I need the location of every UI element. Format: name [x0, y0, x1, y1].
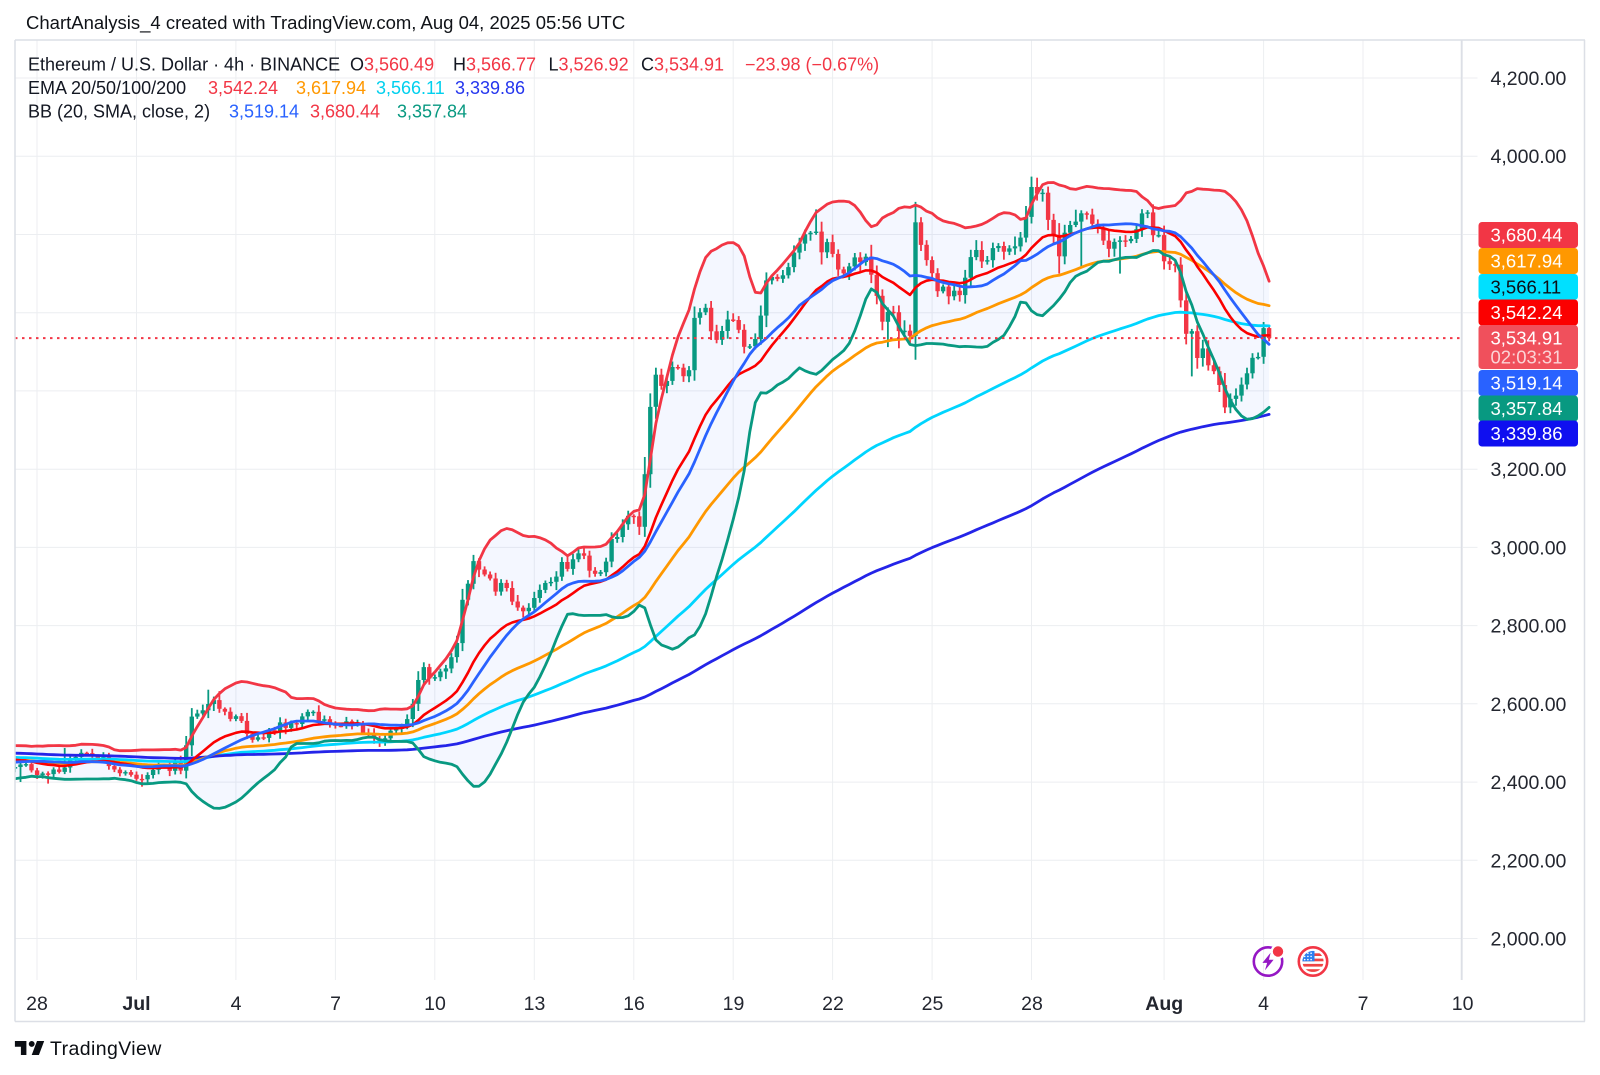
- svg-text:ChartAnalysis_4 created with T: ChartAnalysis_4 created with TradingView…: [26, 12, 625, 34]
- svg-text:2,400.00: 2,400.00: [1491, 772, 1567, 794]
- svg-text:25: 25: [922, 993, 944, 1015]
- svg-text:3,542.24: 3,542.24: [1491, 302, 1563, 323]
- svg-text:3,542.24: 3,542.24: [208, 78, 278, 98]
- svg-text:02:03:31: 02:03:31: [1491, 347, 1563, 368]
- svg-text:3,357.84: 3,357.84: [397, 101, 467, 121]
- svg-text:3,519.14: 3,519.14: [1491, 373, 1563, 394]
- svg-text:O3,560.49: O3,560.49: [350, 55, 434, 75]
- svg-text:2,000.00: 2,000.00: [1491, 929, 1567, 951]
- svg-text:H3,566.77: H3,566.77: [453, 55, 536, 75]
- svg-text:3,339.86: 3,339.86: [1491, 423, 1563, 444]
- svg-text:28: 28: [1021, 993, 1043, 1015]
- svg-text:−23.98 (−0.67%): −23.98 (−0.67%): [745, 55, 879, 75]
- svg-text:4,200.00: 4,200.00: [1491, 68, 1567, 90]
- svg-text:BB (20, SMA, close, 2): BB (20, SMA, close, 2): [28, 101, 210, 121]
- svg-text:7: 7: [330, 993, 341, 1015]
- svg-text:22: 22: [822, 993, 844, 1015]
- svg-text:3,680.44: 3,680.44: [1491, 225, 1563, 246]
- svg-text:Jul: Jul: [122, 993, 150, 1015]
- svg-text:13: 13: [524, 993, 546, 1015]
- svg-text:3,534.91: 3,534.91: [1491, 328, 1563, 349]
- svg-text:10: 10: [1452, 993, 1474, 1015]
- svg-text:2,200.00: 2,200.00: [1491, 850, 1567, 872]
- svg-text:7: 7: [1358, 993, 1369, 1015]
- svg-text:3,339.86: 3,339.86: [455, 78, 525, 98]
- svg-text:19: 19: [723, 993, 745, 1015]
- svg-text:3,617.94: 3,617.94: [296, 78, 366, 98]
- svg-text:10: 10: [424, 993, 446, 1015]
- svg-text:3,357.84: 3,357.84: [1491, 398, 1563, 419]
- svg-text:16: 16: [623, 993, 645, 1015]
- svg-text:Aug: Aug: [1145, 993, 1183, 1015]
- svg-text:3,200.00: 3,200.00: [1491, 459, 1567, 481]
- svg-text:3,519.14: 3,519.14: [229, 101, 299, 121]
- svg-text:4: 4: [231, 993, 242, 1015]
- svg-text:3,566.11: 3,566.11: [376, 78, 445, 98]
- svg-text:4: 4: [1258, 993, 1269, 1015]
- svg-text:4,000.00: 4,000.00: [1491, 146, 1567, 168]
- svg-text:EMA 20/50/100/200: EMA 20/50/100/200: [28, 78, 186, 98]
- svg-text:28: 28: [26, 993, 48, 1015]
- svg-text:L3,526.92: L3,526.92: [549, 55, 629, 75]
- svg-text:TradingView: TradingView: [50, 1038, 162, 1060]
- svg-text:C3,534.91: C3,534.91: [641, 55, 724, 75]
- svg-text:3,000.00: 3,000.00: [1491, 537, 1567, 559]
- svg-text:3,617.94: 3,617.94: [1491, 251, 1563, 272]
- svg-text:2,600.00: 2,600.00: [1491, 694, 1567, 716]
- svg-text:Ethereum / U.S. Dollar · 4h ·: Ethereum / U.S. Dollar · 4h · BINANCE: [28, 55, 340, 75]
- svg-text:3,680.44: 3,680.44: [310, 101, 380, 121]
- svg-text:2,800.00: 2,800.00: [1491, 616, 1567, 638]
- svg-text:3,566.11: 3,566.11: [1491, 277, 1562, 298]
